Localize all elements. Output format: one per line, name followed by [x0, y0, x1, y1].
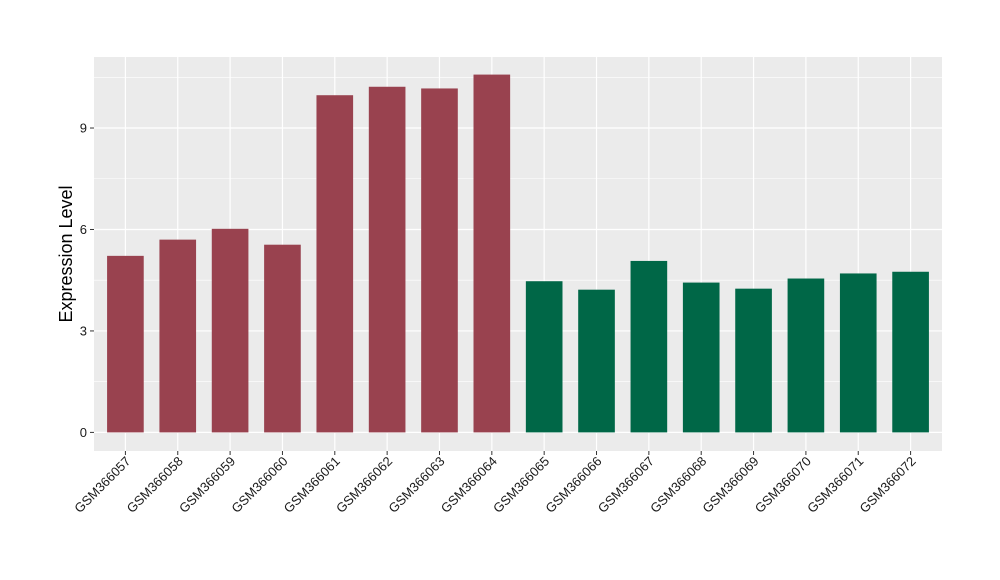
- x-axis: GSM366057GSM366058GSM366059GSM366060GSM3…: [71, 451, 919, 516]
- bar-GSM366063: [421, 88, 458, 433]
- bar-GSM366062: [368, 86, 406, 433]
- bar-GSM366072: [892, 271, 929, 433]
- bar-GSM366061: [316, 95, 354, 433]
- bar-GSM366059: [211, 228, 249, 433]
- bar-GSM366065: [525, 281, 563, 433]
- bar-GSM366067: [630, 260, 668, 433]
- y-tick-label: 0: [80, 425, 87, 440]
- bar-GSM366064: [473, 74, 511, 433]
- y-tick-label: 9: [80, 121, 87, 136]
- y-tick-label: 3: [80, 323, 87, 338]
- bars: [107, 74, 929, 433]
- bar-GSM366060: [264, 244, 301, 433]
- y-axis-title: Expression Level: [56, 185, 76, 322]
- bar-GSM366071: [839, 273, 877, 433]
- bar-GSM366070: [787, 278, 825, 433]
- bar-GSM366066: [578, 289, 615, 433]
- bar-GSM366057: [107, 255, 144, 433]
- bar-GSM366068: [682, 282, 720, 433]
- x-tick-label: GSM366072: [856, 454, 918, 516]
- bar-GSM366058: [159, 239, 197, 433]
- y-axis: 0 3 6 9: [80, 121, 94, 440]
- y-tick-label: 6: [80, 222, 87, 237]
- bar-GSM366069: [735, 288, 772, 433]
